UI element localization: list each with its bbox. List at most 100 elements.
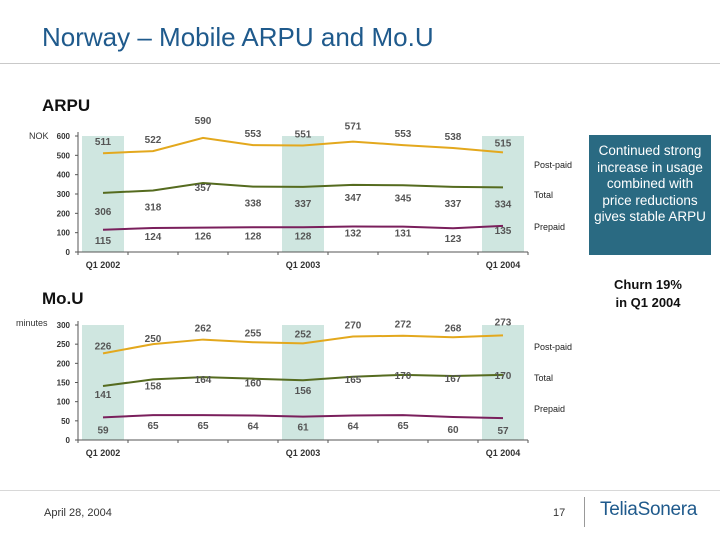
mou-postpaid-value-label: 255: [245, 328, 262, 339]
mou-prepaid-value-label: 64: [347, 421, 359, 432]
mou-total-value-label: 170: [495, 371, 512, 382]
mou-x-label: Q1 2002: [86, 448, 121, 458]
arpu-x-label: Q1 2004: [486, 260, 521, 270]
arpu-postpaid-value-label: 553: [395, 129, 412, 140]
mou-postpaid-value-label: 252: [295, 329, 312, 340]
arpu-prepaid-value-label: 128: [245, 231, 262, 242]
arpu-total-value-label: 306: [95, 207, 112, 218]
arpu-prepaid-line: [102, 224, 504, 231]
arpu-prepaid-value-label: 126: [195, 232, 212, 243]
arpu-postpaid-value-label: 571: [345, 122, 362, 133]
arpu-postpaid-line: [102, 136, 504, 155]
arpu-total-value-label: 345: [395, 193, 412, 204]
arpu-total-value-label: 337: [445, 199, 462, 210]
arpu-legend-prepaid: Prepaid: [534, 222, 565, 232]
arpu-postpaid-value-label: 511: [95, 137, 112, 148]
arpu-total-value-label: 347: [345, 193, 362, 204]
mou-postpaid-value-label: 273: [495, 317, 512, 328]
mou-prepaid-line: [102, 414, 504, 420]
arpu-postpaid-value-label: 522: [145, 135, 162, 146]
arpu-prepaid-value-label: 135: [495, 226, 512, 237]
arpu-prepaid-value-label: 128: [295, 231, 312, 242]
mou-y-tick-label: 300: [57, 321, 71, 330]
churn-note-line1: Churn 19%: [614, 277, 682, 292]
arpu-prepaid-value-label: 131: [395, 229, 412, 240]
churn-note: Churn 19% in Q1 2004: [596, 276, 700, 312]
arpu-y-tick-label: 200: [57, 209, 71, 218]
mou-prepaid-value-label: 61: [297, 423, 309, 434]
mou-postpaid-value-label: 268: [445, 323, 462, 334]
arpu-prepaid-value-label: 123: [445, 234, 462, 245]
mou-prepaid-value-label: 65: [197, 421, 209, 432]
arpu-total-value-label: 337: [295, 199, 312, 210]
arpu-y-tick-label: 400: [57, 171, 71, 180]
mou-legend-total: Total: [534, 373, 553, 383]
arpu-total-line: [102, 181, 504, 194]
mou-y-tick-label: 100: [57, 398, 71, 407]
mou-highlight-band-q8: [482, 325, 524, 440]
mou-postpaid-line: [102, 334, 504, 355]
mou-postpaid-value-label: 250: [145, 334, 162, 345]
mou-total-value-label: 165: [345, 375, 362, 386]
mou-total-value-label: 170: [395, 371, 412, 382]
mou-prepaid-value-label: 60: [447, 425, 459, 436]
arpu-total-value-label: 334: [495, 199, 512, 210]
mou-highlight-band-q0: [82, 325, 124, 440]
mou-total-value-label: 141: [95, 390, 112, 401]
mou-y-unit: minutes: [16, 318, 48, 328]
arpu-total-value-label: 318: [145, 203, 162, 214]
mou-total-value-label: 167: [445, 374, 462, 385]
arpu-y-tick-label: 100: [57, 229, 71, 238]
arpu-postpaid-value-label: 538: [445, 132, 462, 143]
arpu-x-label: Q1 2002: [86, 260, 121, 270]
arpu-y-tick-label: 300: [57, 190, 71, 199]
mou-postpaid-value-label: 272: [395, 320, 412, 331]
arpu-prepaid-value-label: 115: [95, 236, 112, 247]
arpu-y-tick-label: 500: [57, 151, 71, 160]
arpu-y-tick-label: 0: [66, 248, 71, 257]
mou-y-tick-label: 0: [66, 436, 71, 445]
mou-y-tick-label: 50: [61, 417, 70, 426]
mou-x-label: Q1 2004: [486, 448, 521, 458]
arpu-highlight-band-q0: [82, 136, 124, 252]
arpu-prepaid-value-label: 132: [345, 228, 362, 239]
footer-divider: [0, 490, 720, 491]
arpu-x-label: Q1 2003: [286, 260, 321, 270]
mou-postpaid-value-label: 226: [95, 341, 112, 352]
mou-legend-prepaid: Prepaid: [534, 404, 565, 414]
callout-box: Continued strong increase in usage combi…: [589, 135, 711, 255]
footer-date: April 28, 2004: [44, 507, 112, 519]
arpu-postpaid-value-label: 553: [245, 129, 262, 140]
mou-total-value-label: 156: [295, 386, 312, 397]
arpu-y-unit: NOK: [29, 131, 49, 141]
arpu-legend-total: Total: [534, 190, 553, 200]
mou-y-tick-label: 250: [57, 340, 71, 349]
mou-total-line: [102, 373, 504, 387]
mou-prepaid-value-label: 57: [497, 426, 509, 437]
mou-legend-postpaid: Post-paid: [534, 342, 572, 352]
mou-y-tick-label: 150: [57, 379, 71, 388]
page-title: Norway – Mobile ARPU and Mo.U: [42, 22, 434, 52]
arpu-prepaid-value-label: 124: [145, 232, 162, 243]
arpu-total-value-label: 338: [245, 199, 262, 210]
arpu-postpaid-value-label: 551: [295, 129, 312, 140]
mou-prepaid-value-label: 65: [147, 421, 159, 432]
mou-total-value-label: 164: [195, 375, 212, 386]
churn-note-line2: in Q1 2004: [615, 295, 681, 310]
arpu-highlight-band-q8: [482, 136, 524, 252]
mou-total-value-label: 158: [145, 381, 162, 392]
page-number: 17: [553, 507, 566, 519]
arpu-section-title: ARPU: [42, 96, 91, 115]
mou-prepaid-value-label: 64: [247, 421, 259, 432]
arpu-postpaid-value-label: 590: [195, 116, 212, 127]
mou-postpaid-value-label: 262: [195, 324, 212, 335]
mou-total-value-label: 160: [245, 379, 262, 390]
mou-prepaid-value-label: 65: [397, 421, 409, 432]
mou-x-label: Q1 2003: [286, 448, 321, 458]
mou-postpaid-value-label: 270: [345, 321, 362, 332]
teliasonera-logo: TeliaSonera: [600, 499, 698, 520]
arpu-y-tick-label: 600: [57, 132, 71, 141]
mou-y-tick-label: 200: [57, 359, 71, 368]
arpu-legend-postpaid: Post-paid: [534, 160, 572, 170]
